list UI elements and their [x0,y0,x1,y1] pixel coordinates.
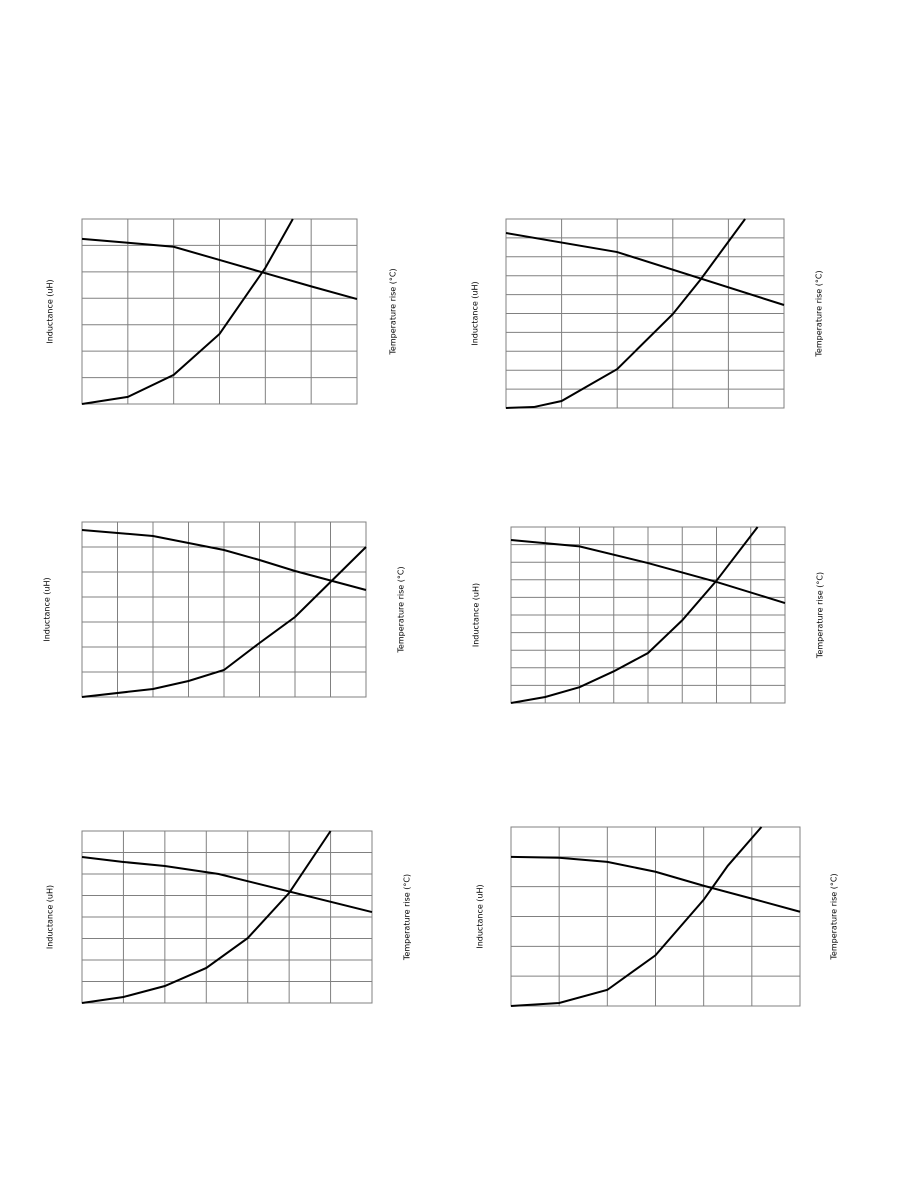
data-line [81,237,358,301]
data-line [81,546,367,698]
plot-frame [81,830,373,1004]
plot-frame [81,218,358,405]
data-line [510,826,763,1007]
y-axis-label: Inductance (uH) [471,281,480,345]
data-line [510,539,786,604]
data-line [81,856,373,914]
y-axis-label: Inductance (uH) [476,884,485,948]
plot-frame [81,521,367,698]
data-line [81,529,367,591]
data-line [81,830,332,1004]
data-line [505,218,746,409]
y2-axis-label: Temperature rise (°C) [816,572,825,659]
data-line [510,526,759,704]
data-line [510,855,801,913]
plot-frame [510,826,801,1007]
y2-axis-label: Temperature rise (°C) [830,873,839,960]
data-line [81,218,294,405]
y-axis-label: Inductance (uH) [472,583,481,647]
plot-frame [510,526,786,704]
y2-axis-label: Temperature rise (°C) [397,566,406,653]
y-axis-label: Inductance (uH) [46,279,55,343]
y2-axis-label: Temperature rise (°C) [403,874,412,961]
y-axis-label: Inductance (uH) [46,885,55,949]
y2-axis-label: Temperature rise (°C) [389,268,398,355]
y-axis-label: Inductance (uH) [43,577,52,641]
y2-axis-label: Temperature rise (°C) [815,270,824,357]
data-line [505,232,785,306]
plot-frame [505,218,785,409]
